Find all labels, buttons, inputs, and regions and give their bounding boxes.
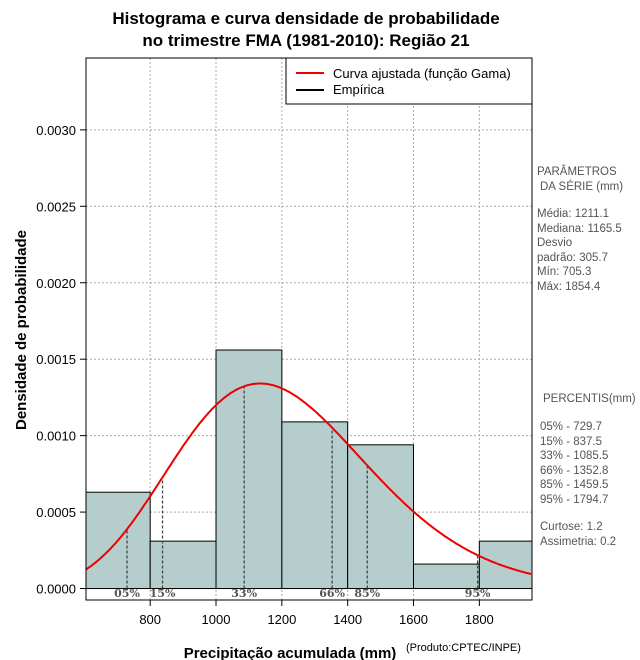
x-axis-label: Precipitação acumulada (mm): [184, 645, 397, 660]
y-tick-label-2: 0.0010: [36, 429, 76, 444]
y-axis-label: Densidade de probabilidade: [13, 230, 30, 430]
histogram-bar-5: [413, 563, 480, 590]
histogram-bar-2: [215, 349, 283, 590]
x-tick-label-5: 1800: [465, 612, 494, 627]
y-tick-label-5: 0.0025: [36, 199, 76, 214]
percentile-markers: [126, 386, 479, 589]
assimetria: Assimetria: 0.2: [540, 536, 616, 548]
x-tick-label-0: 800: [139, 612, 161, 627]
x-tick-label-3: 1400: [333, 612, 362, 627]
y-tick-label-0: 0.0000: [36, 582, 76, 597]
percentil-95: 95% - 1794.7: [540, 494, 608, 506]
x-tick-label-2: 1200: [267, 612, 296, 627]
histogram-bar-3: [281, 421, 349, 590]
percentil-85: 85% - 1459.5: [540, 479, 608, 491]
param-desvio-2: padrão: 305.7: [537, 252, 608, 264]
percentile-label-2: 33%: [231, 587, 257, 600]
params-title-2: DA SÉRIE (mm): [540, 180, 623, 193]
percentil-15: 15% - 837.5: [540, 436, 602, 448]
legend-label-fit: Curva ajustada (função Gama): [333, 66, 511, 81]
chart-title-line1: Histograma e curva densidade de probabil…: [112, 9, 499, 28]
param-desvio-1: Desvio: [537, 237, 572, 249]
tick-labels: 05% 15% 33% 66% 85% 95% 0.0000 0.0005 0.0010 0.00…: [36, 123, 494, 627]
gamma-curve: [86, 382, 532, 575]
histogram-bar-1: [149, 540, 217, 590]
x-tick-label-1: 1000: [202, 612, 231, 627]
param-media: Média: 1211.1: [537, 208, 609, 220]
y-tick-label-3: 0.0015: [36, 352, 76, 367]
y-tick-label-6: 0.0030: [36, 123, 76, 138]
percentil-05: 05% - 729.7: [540, 421, 602, 433]
percentile-label-5: 95%: [465, 587, 491, 600]
histogram-bar-6: [478, 540, 532, 590]
percentil-33: 33% - 1085.5: [540, 450, 608, 462]
legend: Curva ajustada (função Gama) Empírica: [285, 57, 533, 105]
percentile-label-1: 15%: [150, 587, 176, 600]
chart-title-line2: no trimestre FMA (1981-2010): Região 21: [142, 31, 469, 50]
legend-label-empirical: Empírica: [333, 82, 385, 97]
percentile-label-3: 66%: [319, 587, 345, 600]
x-tick-label-4: 1600: [399, 612, 428, 627]
param-min: Mín: 705.3: [537, 266, 591, 278]
percentile-label-4: 85%: [354, 587, 380, 600]
histogram-bar-4: [347, 444, 415, 590]
gamma-curve-line: [86, 382, 532, 575]
percentil-66: 66% - 1352.8: [540, 465, 608, 477]
y-tick-label-1: 0.0005: [36, 505, 76, 520]
curtose: Curtose: 1.2: [540, 521, 603, 533]
legend-box: [285, 57, 533, 105]
percentis-title: PERCENTIS(mm): [543, 393, 636, 405]
params-title-1: PARÂMETROS: [537, 165, 617, 178]
percentile-label-0: 05%: [114, 587, 140, 600]
y-tick-label-4: 0.0020: [36, 276, 76, 291]
histogram-bars: [86, 349, 532, 590]
side-panel: PARÂMETROS DA SÉRIE (mm) Média: 1211.1 M…: [537, 165, 636, 548]
product-credit: (Produto:CPTEC/INPE): [406, 642, 521, 654]
param-mediana: Mediana: 1165.5: [537, 223, 622, 235]
param-max: Máx: 1854.4: [537, 281, 601, 293]
